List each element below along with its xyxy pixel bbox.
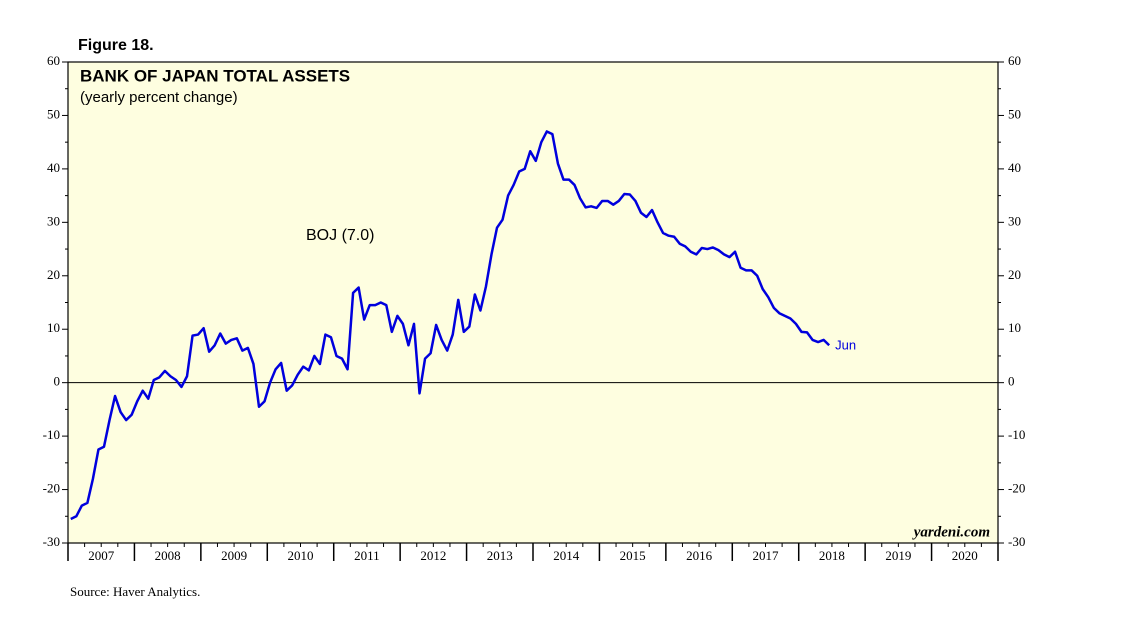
y-tick-label: 50 [47,106,60,121]
y2-tick-label: 60 [1008,53,1021,68]
y-tick-label: 60 [47,53,60,68]
x-tick-label: 2019 [885,548,911,563]
chart-title: BANK OF JAPAN TOTAL ASSETS [80,66,350,85]
y-tick-label: 0 [54,374,61,389]
y-tick-label: -30 [43,534,60,549]
x-tick-label: 2018 [819,548,845,563]
data-line [70,130,831,521]
y-tick-label: 30 [47,213,60,228]
x-tick-label: 2013 [487,548,513,563]
source: Source: Haver Analytics. [70,584,200,599]
y2-tick-label: -30 [1008,534,1025,549]
y2-tick-label: 30 [1008,213,1021,228]
y2-tick-label: -20 [1008,481,1025,496]
y2-tick-label: 0 [1008,374,1015,389]
x-tick-label: 2017 [753,548,780,563]
x-tick-label: 2011 [354,548,380,563]
watermark: yardeni.com [912,524,990,540]
x-tick-label: 2009 [221,548,247,563]
chart-subtitle: (yearly percent change) [80,89,238,106]
y2-tick-label: -10 [1008,427,1025,442]
y-tick-label: -10 [43,427,60,442]
y-tick-label: 10 [47,320,60,335]
x-tick-label: 2007 [88,548,115,563]
series-label: BOJ (7.0) [306,227,374,244]
plot-area [67,61,999,544]
x-tick-label: 2016 [686,548,713,563]
end-label: Jun [835,338,856,353]
x-tick-label: 2020 [952,548,978,563]
y-tick-label: 20 [47,267,60,282]
x-tick-label: 2010 [288,548,314,563]
y2-tick-label: 40 [1008,160,1021,175]
figure-label: Figure 18. [78,37,154,54]
y2-tick-label: 50 [1008,106,1021,121]
y2-tick-label: 10 [1008,320,1021,335]
x-tick-label: 2014 [553,548,580,563]
x-tick-label: 2012 [420,548,446,563]
y-tick-label: 40 [47,160,60,175]
x-tick-label: 2015 [620,548,646,563]
y2-tick-label: 20 [1008,267,1021,282]
y-tick-label: -20 [43,481,60,496]
x-tick-label: 2008 [155,548,181,563]
